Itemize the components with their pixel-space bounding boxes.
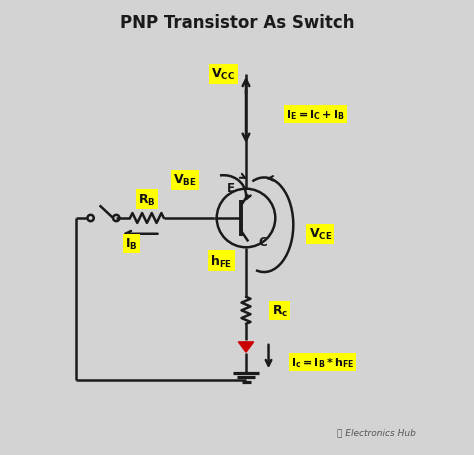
Text: $\mathbf{V_{CC}}$: $\mathbf{V_{CC}}$ (211, 67, 236, 82)
Text: $\mathbf{V_{BE}}$: $\mathbf{V_{BE}}$ (173, 173, 197, 188)
Text: $\mathbf{h_{FE}}$: $\mathbf{h_{FE}}$ (210, 253, 232, 269)
Polygon shape (238, 342, 254, 353)
Text: $\mathbf{R_c}$: $\mathbf{R_c}$ (272, 303, 288, 318)
Text: $\mathbf{V_{CE}}$: $\mathbf{V_{CE}}$ (309, 227, 332, 242)
Text: $\mathbf{I_B}$: $\mathbf{I_B}$ (125, 237, 137, 252)
Text: PNP Transistor As Switch: PNP Transistor As Switch (120, 14, 354, 32)
Text: ⦻ Electronics Hub: ⦻ Electronics Hub (337, 428, 416, 436)
Text: E: E (227, 182, 235, 195)
Text: $\mathbf{I_E = I_C + I_B}$: $\mathbf{I_E = I_C + I_B}$ (286, 108, 346, 122)
Text: $\mathbf{I_c = I_B * h_{FE}}$: $\mathbf{I_c = I_B * h_{FE}}$ (291, 355, 355, 369)
Text: $\mathbf{R_B}$: $\mathbf{R_B}$ (138, 192, 156, 207)
Text: C: C (259, 236, 267, 248)
